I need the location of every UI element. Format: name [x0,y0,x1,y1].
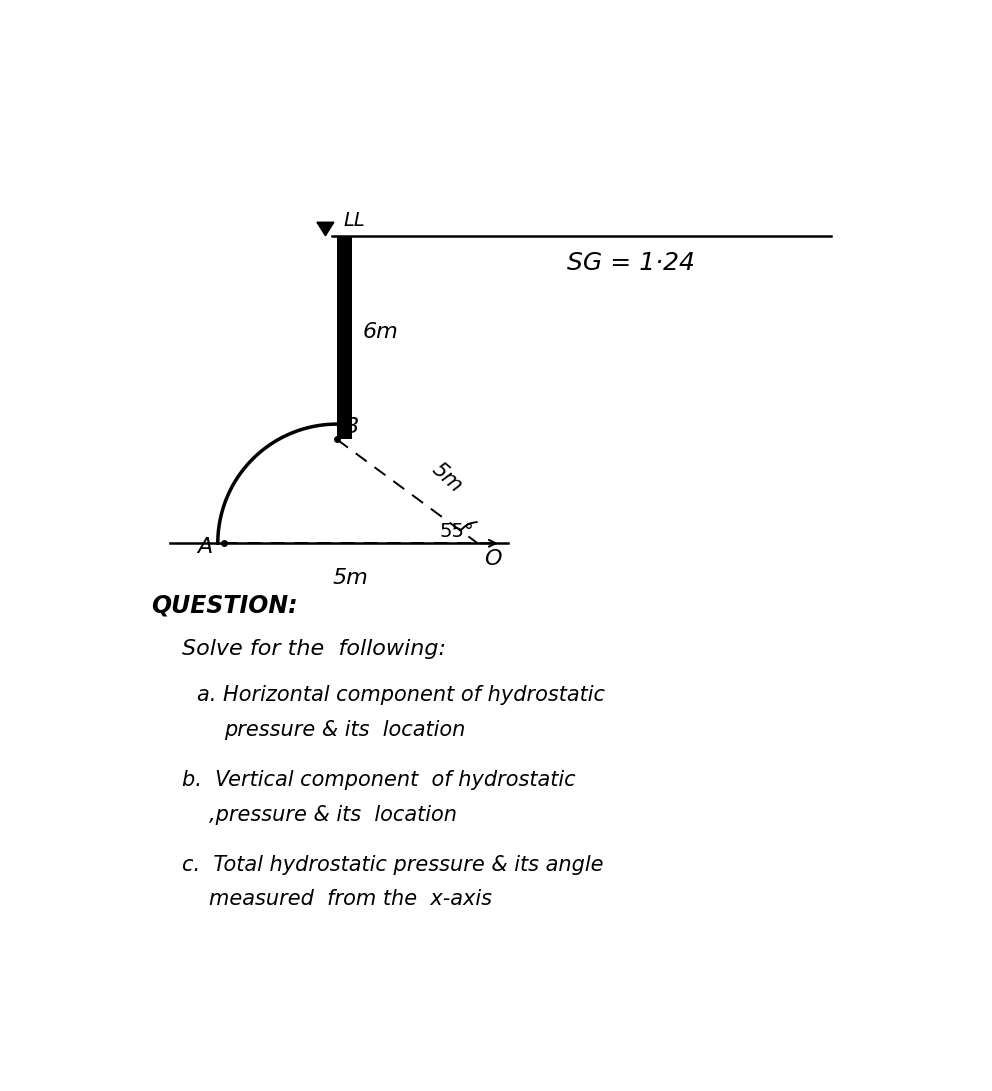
Text: B: B [343,417,358,437]
Text: pressure & its  location: pressure & its location [224,720,465,740]
Text: LL: LL [343,212,365,230]
Bar [337,236,352,440]
Text: 55°: 55° [439,523,474,541]
Text: 5m: 5m [428,459,466,496]
Text: b.  Vertical component  of hydrostatic: b. Vertical component of hydrostatic [182,770,575,790]
Text: measured  from the  x-axis: measured from the x-axis [208,889,492,909]
Text: ,pressure & its  location: ,pressure & its location [208,805,456,825]
Text: A: A [197,537,212,558]
Text: c.  Total hydrostatic pressure & its angle: c. Total hydrostatic pressure & its angl… [182,854,603,875]
Text: Solve for the  following:: Solve for the following: [182,639,445,659]
Text: QUESTION:: QUESTION: [151,594,298,618]
Text: 5m: 5m [333,568,369,588]
Text: 6m: 6m [362,322,398,341]
Text: a. Horizontal component of hydrostatic: a. Horizontal component of hydrostatic [197,685,605,706]
Polygon shape [317,223,334,236]
Text: SG = 1·24: SG = 1·24 [567,251,695,275]
Text: O: O [484,549,501,568]
